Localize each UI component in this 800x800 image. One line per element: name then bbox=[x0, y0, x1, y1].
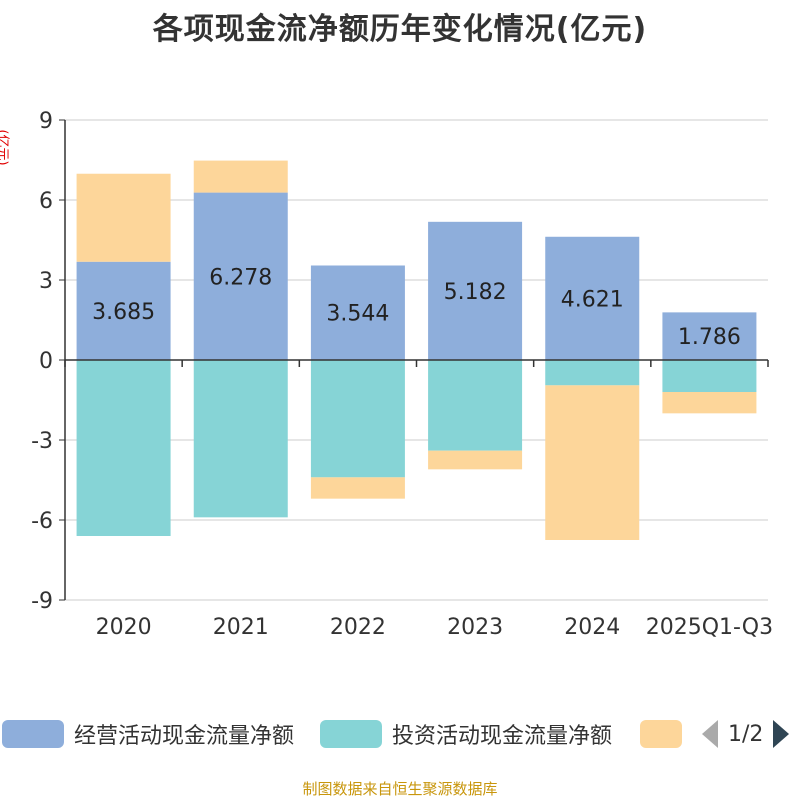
x-tick-label: 2024 bbox=[564, 615, 620, 640]
legend: 经营活动现金流量净额 投资活动现金流量净额 1/2 bbox=[0, 714, 800, 754]
source-footer: 制图数据来自恒生聚源数据库 bbox=[302, 780, 498, 798]
x-tick-label: 2023 bbox=[447, 615, 503, 640]
legend-next-arrow-icon[interactable] bbox=[773, 720, 790, 748]
chart-title: 各项现金流净额历年变化情况(亿元) bbox=[152, 12, 648, 47]
y-tick-label: 9 bbox=[39, 109, 53, 134]
bar-operating[interactable] bbox=[193, 192, 288, 360]
bar-financing[interactable] bbox=[428, 450, 523, 470]
bar-financing[interactable] bbox=[76, 173, 171, 262]
x-tick-label: 2022 bbox=[330, 615, 386, 640]
bar-financing[interactable] bbox=[662, 392, 757, 414]
y-tick-label: -3 bbox=[31, 429, 53, 454]
bar-financing[interactable] bbox=[545, 385, 640, 540]
bar-investing[interactable] bbox=[310, 360, 405, 478]
legend-label-operating: 经营活动现金流量净额 bbox=[74, 724, 295, 749]
data-label: 1.786 bbox=[678, 325, 741, 350]
bar-financing[interactable] bbox=[310, 477, 405, 499]
bar-financing[interactable] bbox=[193, 160, 288, 193]
legend-page-indicator: 1/2 bbox=[728, 721, 764, 747]
bar-investing[interactable] bbox=[545, 360, 640, 386]
legend-label-investing: 投资活动现金流量净额 bbox=[392, 724, 613, 749]
data-label: 3.685 bbox=[92, 300, 155, 325]
data-label: 4.621 bbox=[561, 287, 624, 312]
legend-prev-arrow-icon[interactable] bbox=[702, 720, 718, 748]
data-label: 6.278 bbox=[209, 265, 272, 290]
bar-investing[interactable] bbox=[76, 360, 171, 536]
y-tick-label: 3 bbox=[39, 269, 53, 294]
legend-swatch-investing bbox=[320, 720, 382, 748]
x-tick-label: 2025Q1-Q3 bbox=[646, 615, 773, 640]
legend-item-financing[interactable] bbox=[640, 714, 692, 754]
legend-item-operating[interactable]: 经营活动现金流量净额 bbox=[2, 714, 294, 754]
y-tick-label: 6 bbox=[39, 189, 53, 214]
bar-operating[interactable] bbox=[428, 221, 523, 360]
legend-pager: 1/2 bbox=[702, 714, 790, 754]
data-label: 5.182 bbox=[444, 280, 507, 305]
legend-swatch-operating bbox=[2, 720, 64, 748]
bar-investing[interactable] bbox=[662, 360, 757, 392]
x-tick-label: 2020 bbox=[96, 615, 152, 640]
y-tick-label: -9 bbox=[31, 589, 53, 614]
bar-investing[interactable] bbox=[428, 360, 523, 451]
chart-canvas: 9 6 3 0 -3 -6 -9 3.685 6.278 3.544 5.182 4.621 1.786… bbox=[31, 109, 773, 640]
legend-item-investing[interactable]: 投资活动现金流量净额 bbox=[320, 714, 612, 754]
y-tick-label: -6 bbox=[31, 509, 53, 534]
bar-operating[interactable] bbox=[545, 236, 640, 360]
legend-swatch-financing bbox=[640, 720, 682, 748]
bar-operating[interactable] bbox=[662, 312, 757, 360]
x-tick-label: 2021 bbox=[213, 615, 269, 640]
y-tick-label: 0 bbox=[39, 349, 53, 374]
data-label: 3.544 bbox=[326, 302, 389, 327]
bar-operating[interactable] bbox=[310, 265, 405, 360]
bar-operating[interactable] bbox=[76, 261, 171, 360]
bar-investing[interactable] bbox=[193, 360, 288, 518]
